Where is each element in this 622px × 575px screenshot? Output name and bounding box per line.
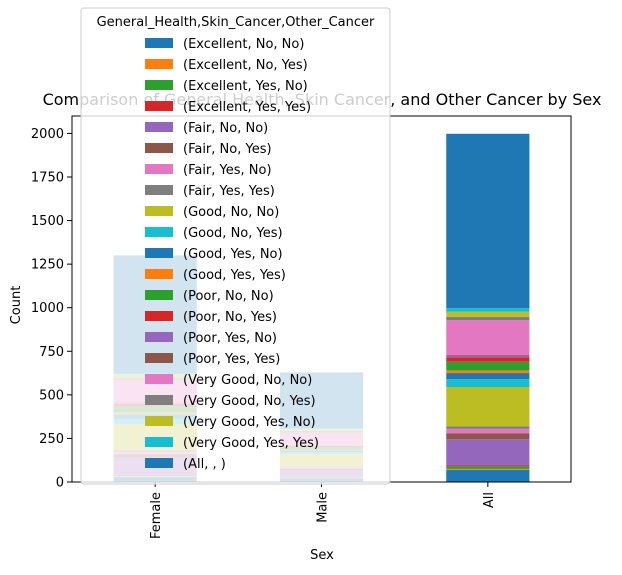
bar-segment (446, 469, 529, 470)
y-tick-label: 750 (39, 345, 64, 360)
legend-swatch (145, 59, 173, 69)
legend-entry-label: (Excellent, Yes, No) (183, 79, 308, 94)
chart-legend: General_Health,Skin_Cancer,Other_Cancer (… (81, 8, 390, 484)
legend-entry-label: (Very Good, Yes, Yes) (183, 436, 319, 451)
legend-entry-label: (Good, No, No) (183, 205, 279, 220)
y-tick-label: 250 (39, 432, 64, 447)
legend-swatch (145, 206, 173, 216)
bar-segment (446, 134, 529, 308)
legend-swatch (145, 416, 173, 426)
bar-segment (446, 465, 529, 466)
x-tick-label: All (482, 492, 497, 508)
bar-segment (446, 308, 529, 311)
legend-entry-label: (Poor, No, No) (183, 289, 274, 304)
legend-entry-label: (Excellent, No, Yes) (183, 58, 308, 73)
legend-entry-label: (Poor, Yes, Yes) (183, 352, 280, 367)
bar-segment (446, 470, 529, 482)
bar-segment (446, 429, 529, 433)
y-tick-label: 1500 (31, 214, 64, 229)
bar-segment (446, 439, 529, 465)
y-tick-label: 1250 (31, 258, 64, 273)
y-tick-label: 500 (39, 388, 64, 403)
y-axis-label: Count (9, 286, 24, 325)
legend-entry-label: (Excellent, No, No) (183, 37, 304, 52)
bar-segment (446, 362, 529, 371)
legend-entry-label: (Fair, No, Yes) (183, 142, 272, 157)
legend-entry-label: (Fair, Yes, Yes) (183, 184, 275, 199)
y-tick-label: 2000 (31, 127, 64, 142)
x-axis-label: Sex (310, 548, 334, 563)
bar-segment (446, 317, 529, 320)
bar-segment (446, 320, 529, 355)
x-tick-label: Female (149, 492, 164, 539)
legend-swatch (145, 353, 173, 363)
y-tick-label: 1000 (31, 301, 64, 316)
legend-entry-label: (Fair, Yes, No) (183, 163, 272, 178)
legend-entry-label: (Very Good, Yes, No) (183, 415, 316, 430)
legend-swatch (145, 38, 173, 48)
y-tick-label: 0 (56, 476, 64, 491)
legend-swatch (145, 395, 173, 405)
legend-swatch (145, 248, 173, 258)
legend-swatch (145, 290, 173, 300)
legend-entry-label: (Fair, No, No) (183, 121, 268, 136)
legend-entry-label: (Good, Yes, Yes) (183, 268, 286, 283)
legend-entry-label: (Poor, No, Yes) (183, 310, 277, 325)
legend-entry-label: (Very Good, No, Yes) (183, 394, 316, 409)
legend-swatch (145, 164, 173, 174)
legend-swatch (145, 80, 173, 90)
legend-swatch (145, 458, 173, 468)
legend-swatch (145, 185, 173, 195)
bar-segment (446, 433, 529, 439)
legend-swatch (145, 437, 173, 447)
legend-title: General_Health,Skin_Cancer,Other_Cancer (97, 15, 375, 30)
bar-segment (446, 466, 529, 469)
legend-entry-label: (Good, Yes, No) (183, 247, 283, 262)
bar-segment (446, 379, 529, 387)
legend-swatch (145, 143, 173, 153)
bar-segment (446, 387, 529, 426)
legend-entry-label: (All, , ) (183, 457, 226, 472)
bar-segment (446, 426, 529, 429)
legend-swatch (145, 311, 173, 321)
bar-segment (446, 312, 529, 317)
legend-swatch (145, 227, 173, 237)
bar-segment (446, 355, 529, 356)
bar-segment (446, 373, 529, 379)
legend-entry-label: (Excellent, Yes, Yes) (183, 100, 311, 115)
bar-segment (446, 357, 529, 361)
legend-entry-label: (Poor, Yes, No) (183, 331, 277, 346)
x-tick-label: Male (316, 492, 331, 523)
legend-entry-label: (Good, No, Yes) (183, 226, 283, 241)
bar-segment (446, 356, 529, 357)
legend-entry-label: (Very Good, No, No) (183, 373, 312, 388)
legend-swatch (145, 374, 173, 384)
bar-segment (446, 370, 529, 373)
legend-swatch (145, 122, 173, 132)
legend-swatch (145, 269, 173, 279)
legend-swatch (145, 101, 173, 111)
y-tick-label: 1750 (31, 171, 64, 186)
legend-swatch (145, 332, 173, 342)
